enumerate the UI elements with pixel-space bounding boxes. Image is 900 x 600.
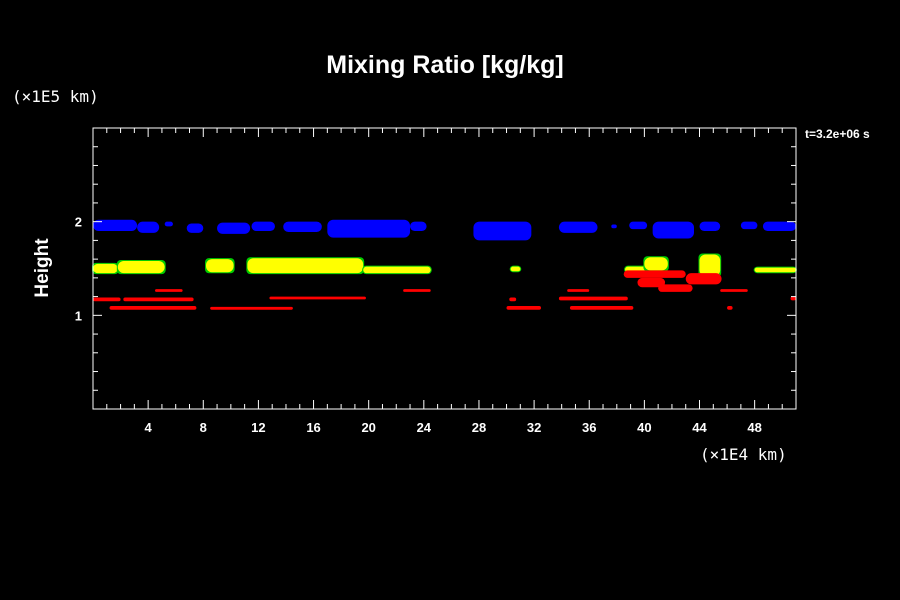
red-region-43 xyxy=(720,289,748,292)
mixing-ratio-regions xyxy=(92,219,797,310)
chart-title: Mixing Ratio [kg/kg] xyxy=(326,51,564,79)
red-region-34 xyxy=(506,305,541,310)
blue-region-0 xyxy=(93,219,138,232)
yellow-region-20 xyxy=(247,258,364,274)
blue-region-6 xyxy=(283,221,322,232)
red-region-42 xyxy=(685,273,722,285)
y-axis-label: Height xyxy=(32,238,53,298)
blue-region-4 xyxy=(217,222,251,234)
blue-region-16 xyxy=(762,221,796,232)
yellow-region-24 xyxy=(644,257,668,271)
yellow-region-21 xyxy=(363,266,431,274)
blue-region-1 xyxy=(137,221,160,233)
blue-region-3 xyxy=(186,223,204,233)
blue-region-9 xyxy=(473,221,532,241)
blue-region-15 xyxy=(740,221,758,230)
blue-region-8 xyxy=(410,221,427,232)
yellow-region-26 xyxy=(754,267,796,273)
y-axis-unit: (×1E5 km) xyxy=(12,87,99,106)
yellow-region-25 xyxy=(699,254,721,276)
red-region-40 xyxy=(637,277,666,288)
yellow-region-17 xyxy=(93,263,118,274)
red-region-35 xyxy=(509,297,517,302)
x-tick-label: 20 xyxy=(361,420,375,435)
x-tick-label: 32 xyxy=(527,420,541,435)
x-axis-unit: (×1E4 km) xyxy=(700,445,787,464)
x-tick-label: 36 xyxy=(582,420,596,435)
red-region-27 xyxy=(155,289,183,292)
x-tick-label: 24 xyxy=(417,420,432,435)
y-tick-label: 2 xyxy=(75,215,82,230)
blue-region-14 xyxy=(699,221,721,232)
yellow-region-19 xyxy=(206,259,234,273)
red-region-28 xyxy=(93,297,121,302)
yellow-region-18 xyxy=(117,261,165,274)
plot-frame xyxy=(92,127,797,410)
blue-region-2 xyxy=(164,221,173,227)
axis-ticks xyxy=(93,128,796,409)
red-region-32 xyxy=(269,296,366,300)
y-tick-label: 1 xyxy=(75,308,82,323)
time-label: t=3.2e+06 s xyxy=(805,127,870,141)
red-region-36 xyxy=(567,289,590,292)
x-tick-label: 4 xyxy=(145,420,153,435)
red-region-45 xyxy=(790,296,796,301)
red-region-39 xyxy=(623,270,686,278)
red-region-33 xyxy=(403,289,431,292)
yellow-region-22 xyxy=(510,266,521,272)
x-tick-label: 48 xyxy=(747,420,761,435)
x-tick-label: 28 xyxy=(472,420,486,435)
blue-region-12 xyxy=(629,221,648,230)
red-region-37 xyxy=(558,296,628,301)
x-tick-label: 12 xyxy=(251,420,265,435)
blue-region-11 xyxy=(611,224,617,229)
blue-region-5 xyxy=(251,221,275,232)
blue-region-7 xyxy=(327,219,411,238)
blue-region-10 xyxy=(558,221,598,233)
x-tick-label: 16 xyxy=(306,420,320,435)
red-region-41 xyxy=(658,284,693,292)
red-region-30 xyxy=(109,305,197,310)
red-region-38 xyxy=(569,305,634,310)
x-tick-label: 8 xyxy=(200,420,207,435)
x-tick-label: 44 xyxy=(692,420,707,435)
blue-region-13 xyxy=(652,221,694,239)
x-tick-label: 40 xyxy=(637,420,651,435)
red-region-31 xyxy=(210,306,293,310)
red-region-44 xyxy=(727,305,733,310)
red-region-29 xyxy=(123,297,194,302)
